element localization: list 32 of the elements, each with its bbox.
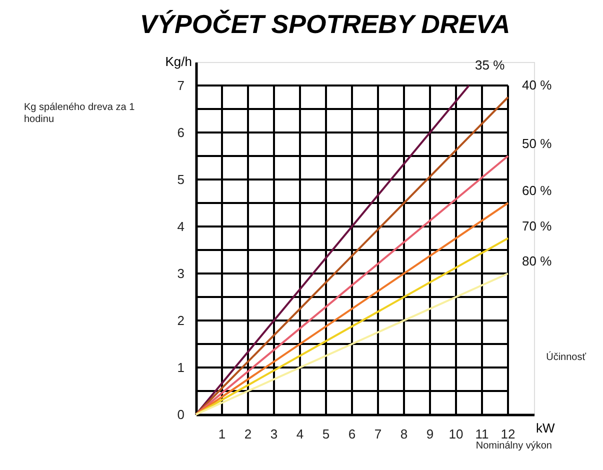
chart-title: VÝPOČET SPOTREBY DREVA: [140, 9, 510, 39]
series-label: 40 %: [522, 77, 552, 92]
y-tick-label: 2: [177, 313, 184, 328]
x-tick-label: 1: [218, 426, 226, 442]
y-axis-title: Kg/h: [165, 54, 192, 69]
series-label: 80 %: [522, 254, 552, 268]
x-tick-label: 10: [448, 426, 464, 442]
x-tick-label: 6: [348, 426, 356, 442]
x-tick-label: 5: [322, 426, 330, 442]
series-label: 60 %: [522, 183, 552, 198]
y-tick-label: 0: [177, 407, 184, 422]
text: Nominálny výkon: [476, 440, 552, 452]
text: Kg spáleného dreva za 1 hodinu: [24, 102, 136, 125]
y-tick-label: 7: [177, 78, 184, 93]
y-tick-label: 3: [177, 266, 184, 281]
x-tick-label: 3: [270, 426, 278, 442]
x-axis-title: kW: [536, 420, 556, 436]
x-tick-label: 8: [400, 426, 408, 442]
x-tick-label: 4: [296, 426, 304, 442]
series-label: 70 %: [522, 218, 552, 234]
x-tick-label: 9: [426, 426, 434, 442]
x-tick-label: 7: [374, 426, 382, 442]
series-label: 50 %: [522, 136, 552, 151]
y-tick-label: 4: [177, 219, 184, 234]
series-label: 35 %: [475, 58, 506, 72]
text: Účinnosť: [546, 351, 586, 363]
y-tick-label: 6: [177, 125, 184, 140]
x-tick-label: 2: [244, 426, 252, 442]
y-tick-label: 1: [177, 360, 184, 375]
x-tick-label: 12: [500, 426, 516, 442]
y-tick-label: 5: [177, 172, 184, 187]
x-tick-label: 11: [475, 426, 489, 442]
